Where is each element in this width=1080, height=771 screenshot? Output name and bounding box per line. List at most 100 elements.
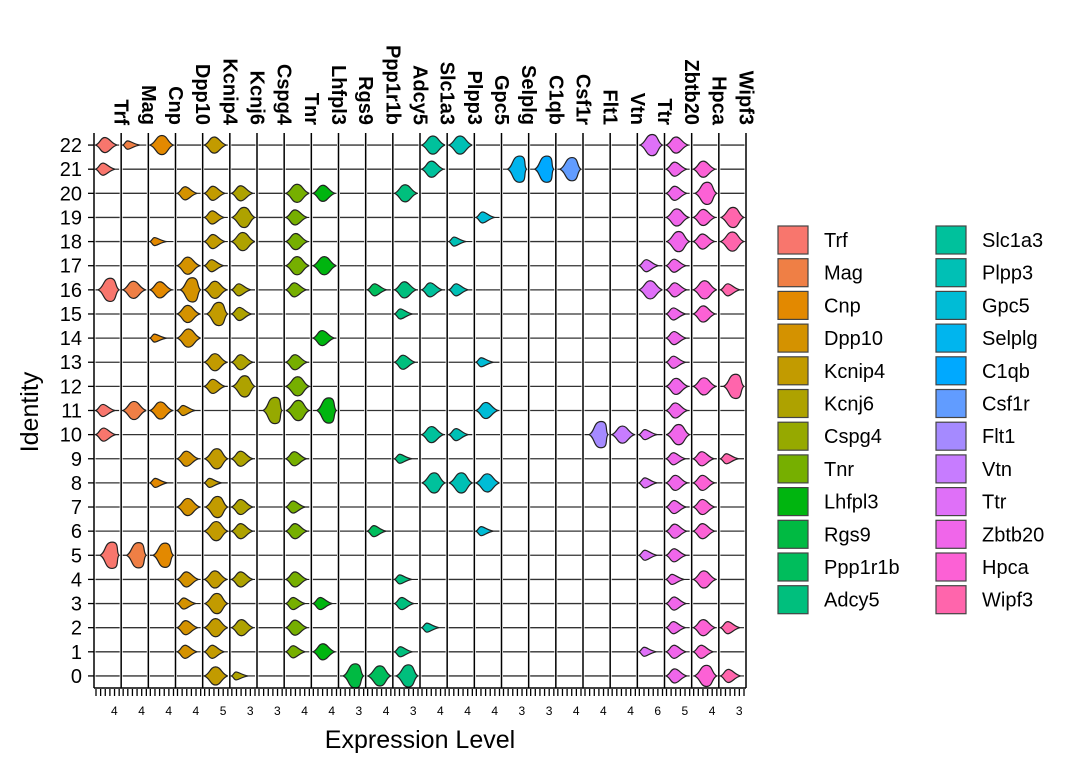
legend-swatch-Cnp	[777, 290, 809, 320]
x-tick-label-Dpp10: 4	[193, 704, 200, 718]
legend-label-Flt1: Flt1	[982, 426, 1015, 448]
violin-Kcnip4-3	[204, 592, 230, 615]
violin-Plpp3-18	[446, 236, 473, 247]
y-axis-title: Identity	[16, 371, 44, 452]
y-tick-label-2: 2	[71, 618, 82, 640]
y-tick-label-0: 0	[71, 666, 82, 688]
violin-Kcnj6-12	[231, 375, 257, 398]
legend-swatch-C1qb	[935, 356, 967, 386]
violin-Hpca-6	[691, 522, 717, 540]
violin-Hpca-1	[691, 644, 717, 659]
violin-Kcnj6-15	[229, 306, 255, 322]
gene-label-Cnp: Cnp	[164, 86, 186, 125]
violin-Dpp10-3	[175, 597, 201, 610]
violin-Hpca-12	[691, 377, 717, 396]
legend-swatch-Gpc5	[935, 290, 967, 320]
violin-Plpp3-10	[446, 427, 473, 442]
violin-Hpca-19	[691, 208, 717, 227]
violin-Slc1a3-16	[419, 282, 446, 298]
violin-Zbtb20-2	[664, 621, 690, 635]
violin-Kcnj6-9	[229, 450, 255, 467]
violin-Adcy5-0	[394, 664, 420, 688]
violin-Cnp-14	[147, 333, 174, 343]
violin-Trf-16	[95, 277, 121, 303]
violin-Csf1r-21	[557, 156, 583, 182]
violin-Dpp10-15	[175, 304, 201, 324]
violin-Slc1a3-8	[421, 472, 447, 494]
x-tick-label-Trf: 4	[111, 704, 118, 718]
violin-Ttr-22	[638, 133, 665, 157]
violin-Kcnj6-0	[229, 671, 255, 681]
gene-label-Zbtb20: Zbtb20	[680, 59, 702, 125]
violin-Wipf3-2	[718, 621, 744, 635]
violin-Zbtb20-18	[666, 230, 692, 253]
violin-Cnp-11	[147, 401, 174, 420]
violin-Ttr-16	[636, 280, 663, 300]
violin-Cnp-18	[147, 236, 174, 247]
legend-label-Plpp3: Plpp3	[982, 263, 1033, 285]
violin-Tnr-9	[283, 451, 310, 467]
violin-Lhfpl3-17	[310, 256, 337, 276]
violin-Hpca-21	[691, 160, 717, 178]
violin-Kcnj6-13	[229, 354, 255, 371]
violin-Cnp-5	[149, 542, 175, 569]
violin-Cspg4-11	[258, 396, 284, 425]
gene-label-Kcnj6: Kcnj6	[245, 71, 267, 125]
gene-label-Lhfpl3: Lhfpl3	[327, 65, 349, 125]
violin-Rgs9-0	[340, 663, 365, 689]
x-tick-label-Flt1: 4	[600, 704, 607, 718]
violin-Tnr-6	[283, 522, 310, 540]
violin-Adcy5-1	[392, 646, 418, 658]
violin-Tnr-12	[283, 376, 312, 397]
violin-Kcnip4-8	[202, 477, 228, 489]
violin-Hpca-18	[691, 233, 717, 250]
violin-Tnr-2	[283, 619, 310, 636]
x-axis: 4 4 4 4 5 3 3 4 4 3 4 3 4 4 4 3 3 4 4 4 6 5 4 3	[94, 687, 746, 718]
y-tick-label-21: 21	[60, 159, 82, 181]
violin-Ttr-17	[636, 259, 663, 273]
legend-swatch-Trf	[777, 225, 809, 255]
y-tick-label-12: 12	[60, 376, 82, 398]
gene-label-Hpca: Hpca	[707, 76, 729, 126]
legend-label-Tnr: Tnr	[824, 459, 854, 481]
x-tick-label-Rgs9: 3	[356, 704, 363, 718]
violin-Gpc5-13	[473, 357, 500, 368]
legend-label-C1qb: C1qb	[982, 361, 1030, 383]
violin-Mag-22	[120, 140, 147, 150]
violin-Kcnip4-4	[202, 570, 228, 589]
x-tick-label-Adcy5: 3	[410, 704, 417, 718]
violin-Hpca-9	[691, 451, 717, 467]
y-tick-label-9: 9	[71, 449, 82, 471]
gene-label-Csf1r: Csf1r	[571, 74, 593, 125]
violin-Dpp10-2	[175, 620, 201, 636]
violin-Ppp1r1b-0	[367, 665, 393, 687]
violin-Hpca-16	[691, 280, 718, 300]
violin-Dpp10-1	[175, 644, 201, 659]
violin-Dpp10-9	[175, 450, 201, 467]
legend-label-Gpc5: Gpc5	[982, 295, 1030, 317]
violin-Vtn-10	[609, 425, 636, 444]
violin-Dpp10-16	[177, 277, 202, 303]
gene-labels: Trf Mag Cnp Dpp10 Kcnip4 Kcnj6 Cspg4 Tnr Lhfpl3 R…	[110, 45, 757, 126]
violin-Wipf3-0	[718, 668, 744, 684]
legend-swatch-Csf1r	[935, 388, 967, 419]
legend-swatch-Zbtb20	[935, 519, 967, 549]
x-tick-label-Gpc5: 4	[491, 704, 498, 718]
x-tick-label-Wipf3: 3	[736, 704, 743, 718]
y-tick-label-7: 7	[71, 497, 82, 519]
violin-Tnr-11	[285, 399, 312, 422]
legend-label-Zbtb20: Zbtb20	[982, 524, 1044, 546]
violin-Hpca-2	[691, 619, 717, 637]
y-tick-label-1: 1	[71, 642, 82, 664]
violin-Zbtb20-15	[664, 307, 690, 321]
legend-label-Selplg: Selplg	[982, 328, 1038, 350]
violin-Tnr-17	[283, 256, 310, 276]
gene-label-Tnr: Tnr	[300, 93, 322, 125]
gene-label-Mag: Mag	[137, 85, 159, 125]
violin-Zbtb20-6	[664, 523, 690, 539]
violin-panels	[93, 133, 747, 689]
violin-Zbtb20-7	[664, 499, 690, 515]
violin-Kcnip4-17	[202, 259, 228, 273]
violin-Kcnip4-1	[202, 644, 228, 659]
